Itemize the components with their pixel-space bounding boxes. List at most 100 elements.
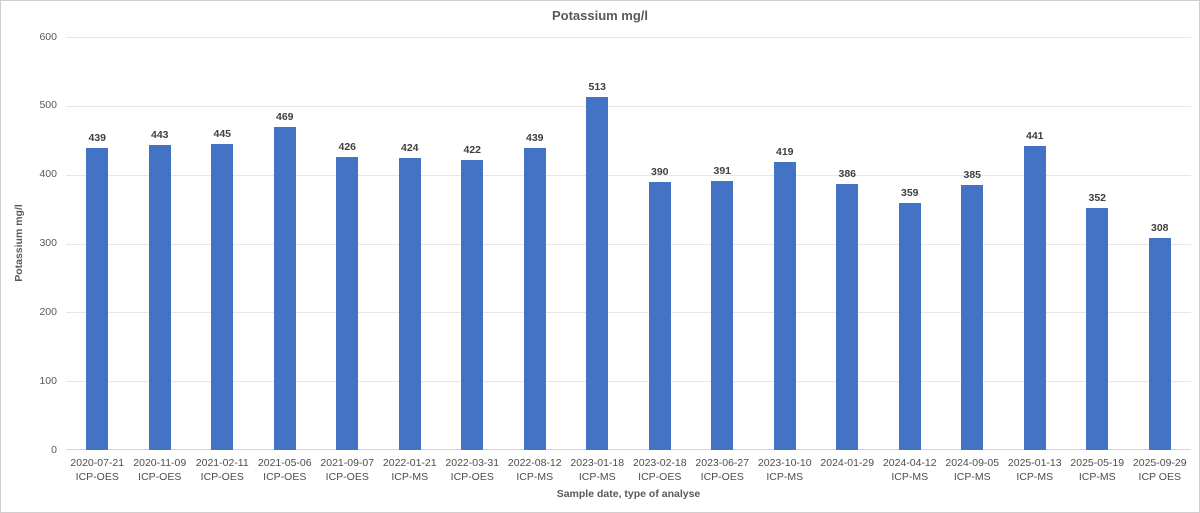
- bar-value-label: 422: [463, 143, 482, 156]
- x-label-date: 2022-03-31: [445, 457, 500, 469]
- bar-value-label: 445: [213, 127, 232, 140]
- bar-slot: 426: [316, 37, 379, 450]
- bar-value-label: 386: [838, 168, 857, 181]
- x-label-date: 2022-08-12: [507, 457, 562, 469]
- x-label-date: 2021-05-06: [257, 457, 312, 469]
- bar-slot: 424: [379, 37, 442, 450]
- x-label-method: ICP-MS: [953, 471, 991, 483]
- x-category-label: 2020-07-21 ICP-OES: [66, 456, 129, 484]
- bar-value-label: 390: [650, 165, 669, 178]
- bar-value-label: 469: [275, 111, 294, 124]
- x-category-label: 2023-02-18 ICP-OES: [629, 456, 692, 484]
- y-tick-label: 300: [39, 237, 57, 249]
- gridline: [66, 105, 1191, 107]
- bar-value-label: 443: [150, 129, 169, 142]
- bar-slot: 439: [66, 37, 129, 450]
- y-tick-label: 600: [39, 30, 57, 43]
- x-category-label: 2024-04-12 ICP-MS: [879, 456, 942, 484]
- x-label-method: ICP-OES: [450, 471, 494, 483]
- x-label-date: 2022-01-21: [382, 457, 437, 469]
- x-label-date: 2021-09-07: [320, 457, 375, 469]
- bar-slot: 390: [629, 37, 692, 450]
- x-label-date: 2023-01-18: [570, 457, 625, 469]
- x-label-method: ICP-MS: [391, 471, 429, 483]
- bar-slot: 352: [1066, 37, 1129, 450]
- bar[interactable]: [86, 147, 109, 450]
- bar-slot: 386: [816, 37, 879, 450]
- bar[interactable]: [836, 184, 859, 450]
- bar-value-label: 308: [1150, 222, 1169, 234]
- bar[interactable]: [336, 156, 359, 450]
- x-category-label: 2023-10-10 ICP-MS: [754, 456, 817, 484]
- x-axis-line: [66, 449, 1191, 450]
- bar-slot: 439: [504, 37, 567, 450]
- x-label-date: 2025-09-29: [1132, 457, 1187, 469]
- x-label-date: 2020-11-09: [133, 457, 187, 469]
- bar-value-label: 419: [775, 145, 794, 158]
- bar[interactable]: [648, 181, 671, 450]
- bar-value-label: 439: [525, 131, 544, 144]
- y-tick-label: 500: [39, 99, 57, 112]
- bar[interactable]: [148, 145, 171, 450]
- bar[interactable]: [711, 180, 734, 450]
- x-label-method: ICP-OES: [138, 471, 182, 483]
- x-category-label: 2025-05-19 ICP-MS: [1066, 456, 1129, 484]
- x-label-method: ICP-MS: [516, 471, 554, 483]
- x-label-date: 2025-01-13: [1007, 457, 1062, 469]
- bar-slot: 443: [129, 37, 192, 450]
- bar[interactable]: [773, 161, 796, 450]
- x-category-label: 2022-08-12 ICP-MS: [504, 456, 567, 484]
- bar-series: 439 443 445 469 426 424 422 439 513 390 391 419 386 3…: [66, 37, 1191, 450]
- gridline: [66, 312, 1191, 314]
- bar-slot: 308: [1129, 37, 1192, 450]
- bar-value-label: 391: [713, 164, 732, 177]
- x-category-label: 2022-03-31 ICP-OES: [441, 456, 504, 484]
- x-category-label: 2021-09-07 ICP-OES: [316, 456, 379, 484]
- bar-value-label: 359: [900, 186, 919, 199]
- x-label-date: 2021-02-11: [195, 457, 249, 469]
- bar[interactable]: [523, 147, 546, 450]
- bar-slot: 422: [441, 37, 504, 450]
- x-label-date: 2024-09-05: [945, 457, 1000, 469]
- gridline: [66, 243, 1191, 245]
- x-label-method: ICP-MS: [1078, 471, 1116, 483]
- x-label-date: 2024-01-29: [820, 457, 875, 469]
- x-label-date: 2024-04-12: [882, 457, 937, 469]
- x-label-date: 2023-10-10: [757, 457, 812, 469]
- chart-title: Potassium mg/l: [551, 8, 649, 23]
- bar-value-label: 439: [88, 131, 107, 144]
- bar[interactable]: [961, 185, 984, 450]
- x-category-label: 2023-01-18 ICP-MS: [566, 456, 629, 484]
- x-category-label: 2024-01-29: [816, 456, 879, 484]
- bar[interactable]: [586, 96, 609, 450]
- x-category-label: 2020-11-09 ICP-OES: [129, 456, 192, 484]
- bar[interactable]: [1086, 207, 1109, 450]
- bar[interactable]: [1148, 238, 1171, 450]
- x-label-method: ICP OES: [1138, 471, 1181, 483]
- x-axis-title: Sample date, type of analyse: [556, 488, 701, 500]
- bar-slot: 469: [254, 37, 317, 450]
- bar-value-label: 352: [1088, 191, 1107, 204]
- bar-slot: 419: [754, 37, 817, 450]
- bar-value-label: 424: [400, 142, 419, 155]
- x-label-method: ICP-OES: [263, 471, 307, 483]
- bar[interactable]: [211, 143, 234, 450]
- x-label-method: ICP-OES: [200, 471, 244, 483]
- y-tick-label: 200: [39, 305, 57, 318]
- bar[interactable]: [398, 158, 421, 450]
- plot-area: 0 100 200 300 400 500 600 439 443 445 469 426 424 42…: [39, 31, 1191, 456]
- x-label-method: ICP-MS: [578, 471, 616, 483]
- bar[interactable]: [461, 159, 484, 450]
- y-tick-label: 0: [51, 443, 57, 456]
- x-label-date: 2020-07-21: [70, 457, 125, 469]
- x-label-date: 2023-06-27: [695, 457, 750, 469]
- bar[interactable]: [898, 202, 921, 450]
- x-label-date: 2023-02-18: [632, 457, 687, 469]
- bar[interactable]: [273, 127, 296, 450]
- bar-value-label: 441: [1025, 130, 1044, 143]
- bar-slot: 441: [1004, 37, 1067, 450]
- x-axis-labels: 2020-07-21 ICP-OES 2020-11-09 ICP-OES 2021-0…: [66, 456, 1191, 484]
- bar[interactable]: [1023, 146, 1046, 450]
- x-label-method: ICP-OES: [700, 471, 744, 483]
- bar-slot: 513: [566, 37, 629, 450]
